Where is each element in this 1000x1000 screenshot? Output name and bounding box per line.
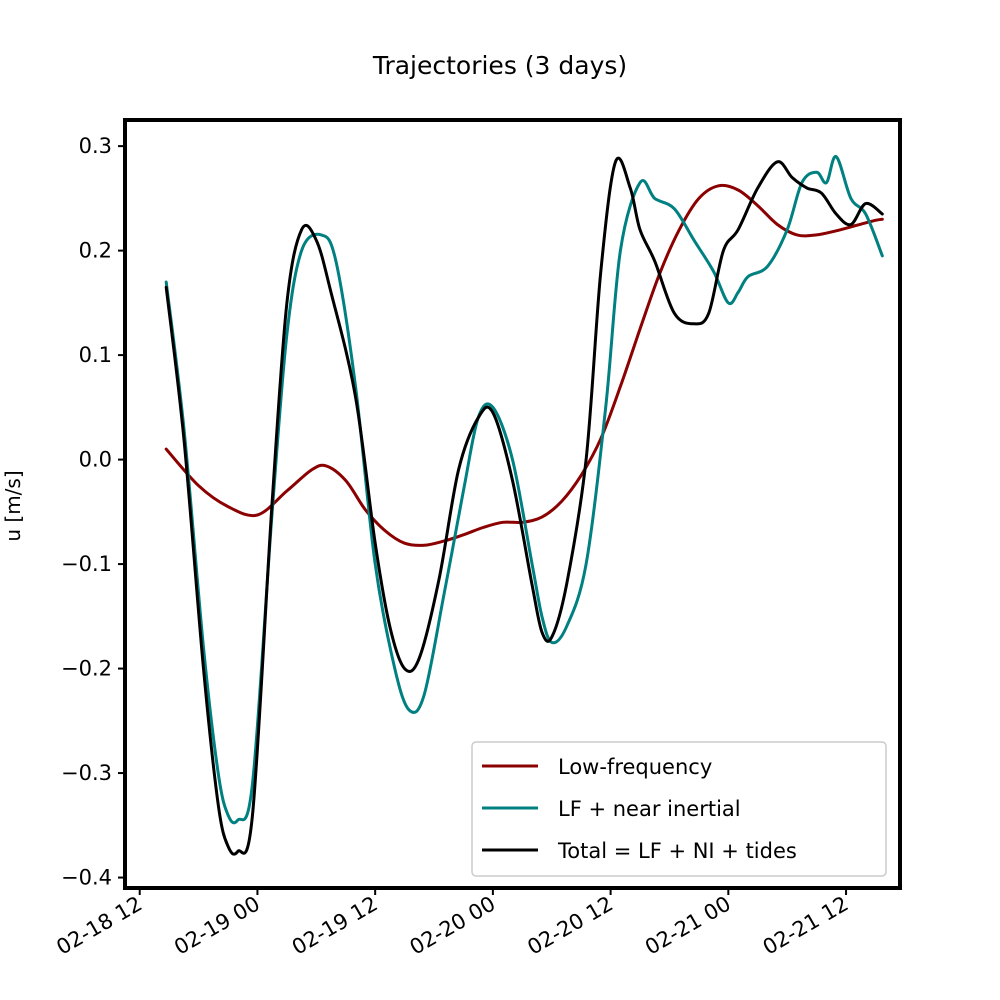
legend-label: Total = LF + NI + tides [557, 839, 797, 863]
series-line-1 [164, 183, 884, 547]
y-tick-label: −0.3 [61, 761, 112, 785]
series-line-3 [164, 156, 884, 856]
y-tick-label: −0.1 [61, 552, 112, 576]
y-axis-label: u [m/s] [1, 470, 25, 541]
plot-frame [123, 118, 902, 890]
y-tick-label: 0.3 [79, 134, 112, 158]
y-tick-label: 0.2 [79, 239, 112, 263]
chart-title: Trajectories (3 days) [372, 51, 627, 80]
y-tick-label: −0.2 [61, 657, 112, 681]
y-tick-label: 0.1 [79, 343, 112, 367]
series-layer [164, 155, 884, 856]
y-tick-label: 0.0 [79, 448, 112, 472]
legend-box [471, 741, 887, 877]
legend-label: Low-frequency [558, 755, 712, 779]
legend-label: LF + near inertial [558, 797, 741, 821]
y-tick-label: −0.4 [61, 866, 112, 890]
legend: Low-frequency LF + near inertial Total = L… [471, 741, 887, 877]
